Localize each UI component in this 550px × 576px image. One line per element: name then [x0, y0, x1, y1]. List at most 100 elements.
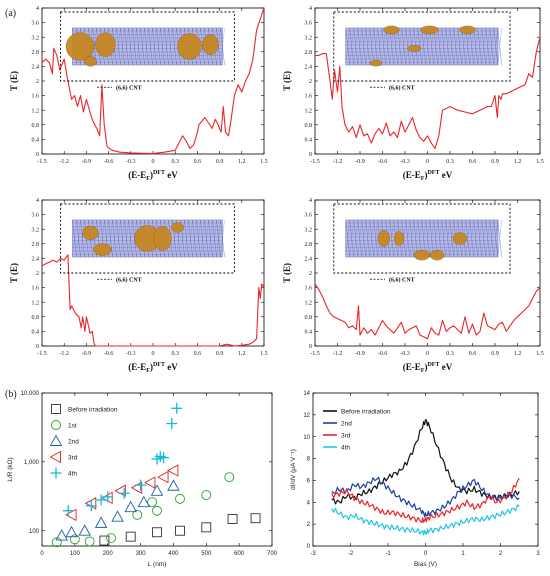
nanotube-lattice: [353, 219, 358, 258]
inset-box: [333, 11, 511, 82]
nanotube-lattice: [120, 219, 125, 258]
y-tick-label: 12: [303, 413, 310, 419]
x-tick-label: 300: [136, 551, 147, 557]
nanotube-lattice: [449, 219, 454, 258]
marker-triangle-up: [137, 495, 151, 508]
density-blob: [202, 34, 219, 55]
density-blob: [95, 32, 116, 57]
x-tick-label: 0.9: [491, 351, 499, 357]
y-axis-label: T (E): [282, 263, 292, 283]
x-tick-label: -1.2: [59, 159, 69, 165]
nanotube-lattice: [397, 27, 402, 66]
marker-triangle-up: [150, 484, 164, 496]
nanotube-lattice: [144, 27, 149, 66]
nanotube-lattice: [469, 219, 474, 258]
legend-label: (6,6) CNT: [389, 84, 415, 91]
nanotube-lattice: [208, 219, 213, 258]
chart-t3: -1.5 -1.2 -0.9 -0.6 -0.3 0 0.3 0.6 0.9 1.2 1.5 0 0.4…: [9, 198, 268, 374]
legend-label: 2nd: [341, 420, 352, 427]
x-tick-label: -0.3: [400, 351, 410, 357]
x-axis-label: (E-EF)DFT eV: [128, 362, 178, 374]
x-tick-label: 700: [267, 551, 278, 557]
nanotube-lattice: [481, 219, 486, 258]
marker-circle: [147, 497, 158, 508]
y-tick-label: 0: [36, 152, 39, 158]
density-blob: [177, 33, 202, 60]
transmission-line: [314, 283, 541, 340]
marker-circle: [106, 533, 116, 544]
x-tick-label: 0.6: [194, 159, 202, 165]
nanotube-lattice: [192, 219, 197, 258]
x-tick-label: 600: [234, 551, 245, 557]
nanotube-image: [72, 219, 225, 258]
x-tick-label: -1.5: [37, 351, 47, 357]
marker-triangle-up: [167, 479, 180, 491]
nanotube-lattice: [200, 219, 205, 258]
marker-square: [227, 514, 238, 524]
x-tick-label: 0: [426, 159, 429, 165]
marker-circle: [51, 537, 62, 548]
y-tick-label: 0: [307, 544, 311, 550]
y-tick-label: 3.6: [305, 21, 313, 27]
y-tick-label: 10: [303, 435, 310, 441]
transmission-line: [315, 37, 541, 150]
x-tick-label: -1.2: [333, 351, 343, 357]
y-tick-label: 10,000: [21, 391, 40, 397]
nanotube-lattice: [345, 219, 350, 258]
x-tick-label: -3: [310, 551, 316, 557]
density-blob: [84, 56, 97, 67]
density-blob: [393, 231, 405, 246]
y-tick-label: 1.6: [305, 94, 313, 100]
y-tick-label: 3.6: [305, 213, 313, 219]
nanotube-lattice: [168, 27, 173, 66]
y-tick-label: 1.2: [32, 108, 40, 114]
y-axis-label: T (E): [9, 263, 19, 283]
nanotube-lattice: [76, 219, 81, 258]
y-tick-label: 8: [307, 457, 311, 463]
y-tick-label: 2.8: [32, 50, 40, 56]
nanotube-lattice: [365, 27, 370, 66]
marker-plus: [166, 418, 178, 430]
nanotube-lattice: [489, 27, 494, 66]
x-tick-label: 0: [426, 351, 429, 357]
nanotube-lattice: [132, 27, 137, 66]
nanotube-lattice: [405, 27, 410, 66]
x-tick-label: 1.2: [514, 351, 522, 357]
nanotube-lattice: [120, 27, 125, 66]
nanotube-lattice: [457, 27, 462, 66]
nanotube-lattice: [353, 27, 358, 66]
y-tick-label: 1,000: [24, 460, 40, 466]
nanotube-lattice: [184, 219, 189, 258]
nanotube-lattice: [401, 27, 406, 66]
x-tick-label: 0: [424, 551, 428, 557]
nanotube-lattice: [216, 219, 221, 258]
nanotube-lattice: [485, 219, 490, 258]
legend-label: 1st: [68, 423, 77, 430]
x-tick-label: -0.6: [104, 351, 114, 357]
nanotube-lattice: [461, 27, 466, 66]
legend-label: (6,6) CNT: [389, 276, 415, 283]
x-tick-label: -0.9: [355, 351, 365, 357]
y-tick-label: 4: [307, 500, 311, 506]
y-tick-label: 3.2: [305, 227, 313, 233]
marker-triangle-up: [124, 500, 137, 513]
nanotube-lattice: [373, 219, 378, 258]
x-tick-label: -2: [348, 551, 354, 557]
series-line-before-irradiation: [331, 419, 520, 505]
legend-label: (6,6) CNT: [116, 276, 142, 283]
marker-circle: [175, 493, 185, 504]
nanotube-lattice: [409, 219, 414, 258]
marker-circle: [51, 420, 61, 430]
nanotube-lattice: [381, 27, 386, 66]
chart-t1: -1.5 -1.2 -0.9 -0.6 -0.3 0 0.3 0.6 0.9 1.2 1.5 0 0.4…: [9, 6, 268, 182]
x-tick-label: 0.3: [446, 351, 454, 357]
nanotube-lattice: [349, 27, 354, 66]
density-blob: [413, 249, 431, 261]
y-tick-label: 3.2: [305, 35, 313, 41]
nanotube-lattice: [493, 219, 498, 258]
nanotube-lattice: [212, 219, 217, 258]
legend-label: 3rd: [68, 455, 78, 462]
nanotube-image: [345, 25, 502, 67]
